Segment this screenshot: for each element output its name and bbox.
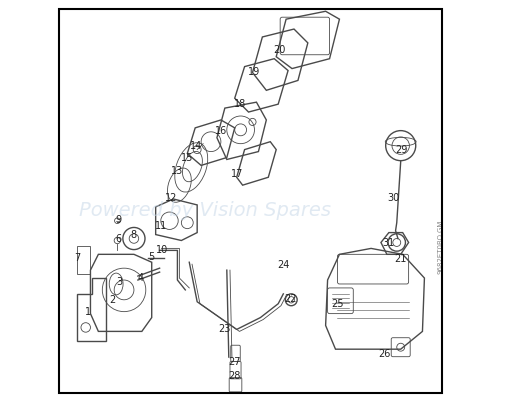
Text: 25: 25 <box>331 299 344 309</box>
Text: 7: 7 <box>75 253 81 263</box>
Text: 31: 31 <box>382 238 394 248</box>
Text: 21: 21 <box>394 254 407 264</box>
Text: Powered by Vision Spares: Powered by Vision Spares <box>79 201 331 220</box>
Text: 29: 29 <box>396 144 408 154</box>
Text: 9682ET0BO.GM: 9682ET0BO.GM <box>437 219 443 273</box>
Text: 5: 5 <box>148 252 155 262</box>
Text: 22: 22 <box>284 294 296 304</box>
Text: 28: 28 <box>229 371 241 380</box>
Text: 24: 24 <box>277 260 289 270</box>
Text: 13: 13 <box>171 166 183 176</box>
Text: 12: 12 <box>165 193 178 203</box>
Text: 9: 9 <box>115 215 121 224</box>
Text: 10: 10 <box>156 245 169 255</box>
Text: 8: 8 <box>130 230 136 240</box>
Text: 3: 3 <box>116 277 122 287</box>
Text: 6: 6 <box>116 234 122 244</box>
Text: 27: 27 <box>228 357 241 367</box>
Text: 16: 16 <box>215 126 227 136</box>
Text: 14: 14 <box>189 140 201 151</box>
Text: 20: 20 <box>273 45 285 55</box>
Text: 30: 30 <box>387 193 400 203</box>
Text: 18: 18 <box>234 99 246 109</box>
Text: 1: 1 <box>85 306 91 317</box>
Text: 4: 4 <box>138 273 144 283</box>
Text: 17: 17 <box>231 169 244 179</box>
Text: 11: 11 <box>155 221 167 231</box>
Text: 15: 15 <box>181 152 193 162</box>
Text: 2: 2 <box>109 295 115 305</box>
Text: 26: 26 <box>379 349 391 359</box>
Text: 19: 19 <box>247 67 260 77</box>
Text: 23: 23 <box>219 324 231 334</box>
